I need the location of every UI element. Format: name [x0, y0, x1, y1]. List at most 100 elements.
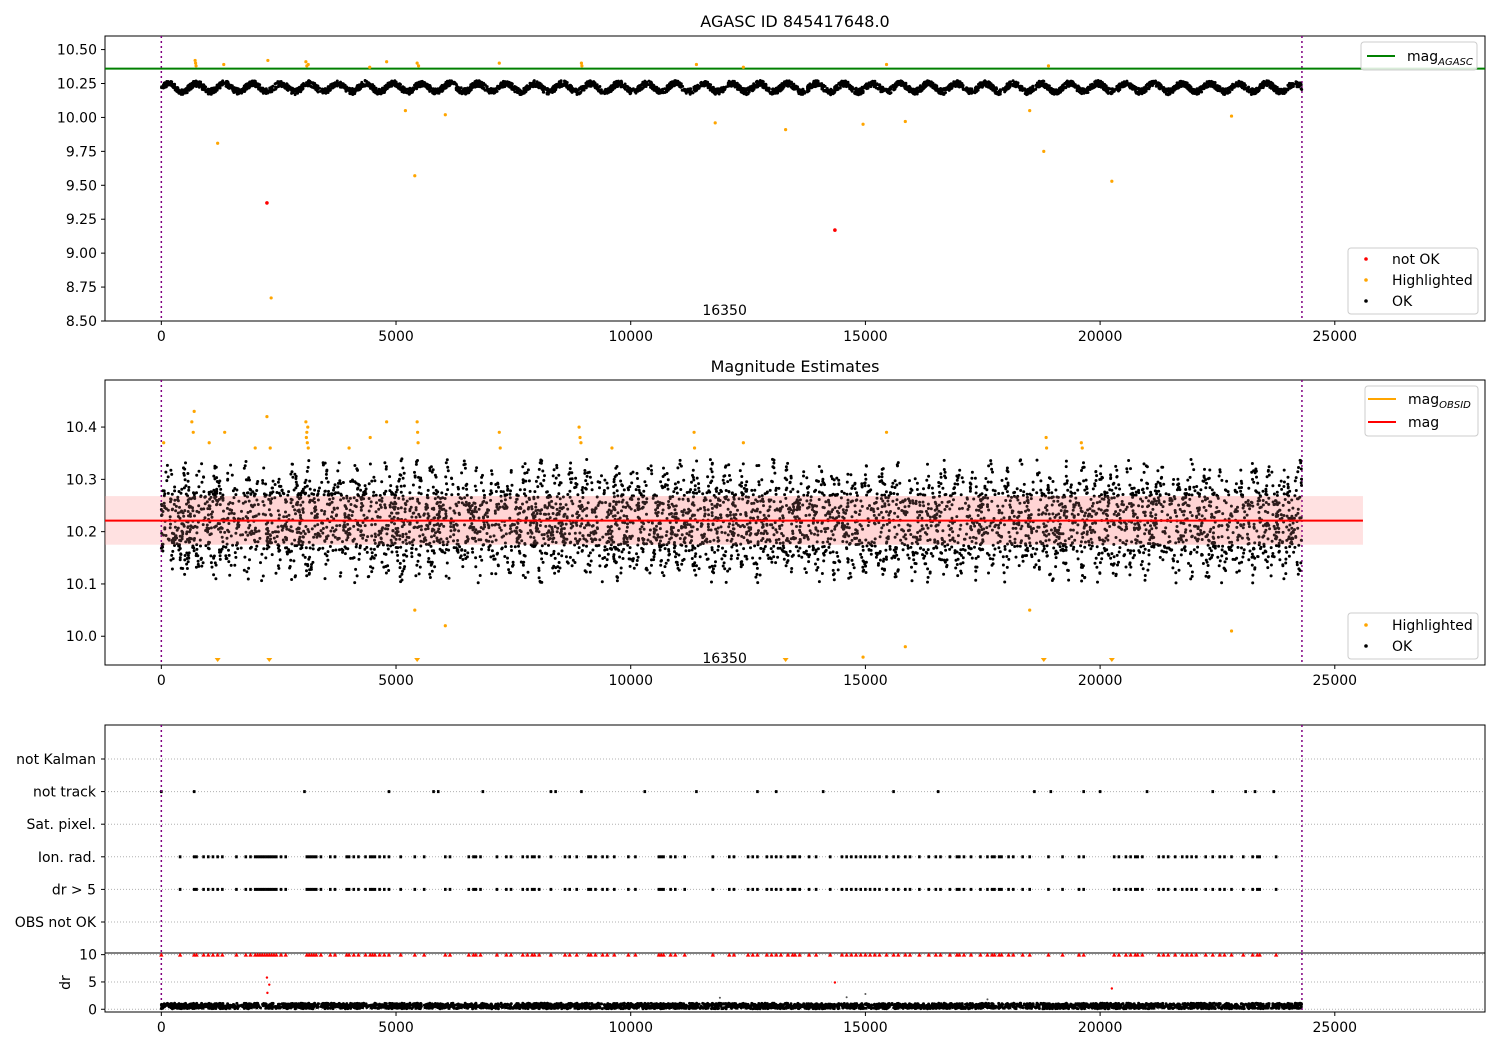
flag-marker — [1157, 887, 1161, 891]
highlighted-point — [713, 121, 717, 125]
flag-marker — [908, 887, 912, 891]
flag-marker — [1258, 887, 1261, 891]
dr-clipped-marker — [328, 952, 333, 957]
x-tick-label: 20000 — [1078, 1020, 1123, 1036]
flag-marker — [1211, 855, 1215, 859]
legend-dot-swatch — [1364, 278, 1368, 282]
flag-marker — [997, 887, 1001, 891]
dr-clipped-marker — [938, 952, 943, 957]
highlighted-point — [193, 58, 197, 63]
highlighted-point — [413, 608, 417, 612]
flag-marker — [605, 887, 609, 891]
flag-marker — [828, 855, 832, 859]
flag-marker — [1112, 855, 1116, 859]
flag-marker — [756, 790, 759, 794]
flag-marker — [235, 855, 238, 859]
flag-marker — [495, 887, 499, 891]
highlighted-point — [497, 430, 501, 434]
dr-clipped-marker — [755, 952, 760, 957]
flag-marker — [662, 855, 665, 859]
flag-marker — [526, 855, 529, 859]
flag-marker — [192, 887, 196, 891]
dr-clipped-marker — [201, 952, 206, 957]
flag-marker — [669, 887, 672, 891]
legend-dot-swatch — [1364, 623, 1368, 627]
flag-marker — [814, 887, 818, 891]
flag-marker — [821, 790, 825, 794]
flag-marker — [530, 855, 534, 859]
category-label: dr > 5 — [52, 882, 96, 898]
flag-marker — [791, 855, 794, 859]
flag-marker — [1190, 887, 1193, 891]
flag-marker — [986, 887, 989, 891]
flag-marker — [807, 855, 811, 859]
y-tick-label: 10 — [79, 948, 97, 964]
dr-clipped-marker — [727, 952, 732, 957]
y-tick-label: 9.00 — [66, 246, 97, 262]
dr-clipped-marker — [661, 952, 666, 957]
flag-marker — [674, 887, 677, 891]
flag-marker — [568, 887, 571, 891]
flag-marker — [279, 887, 283, 891]
dr-clipped-marker — [593, 952, 598, 957]
flag-marker — [509, 887, 513, 891]
dr-clipped-marker — [1189, 952, 1194, 957]
flag-marker — [575, 887, 579, 891]
flag-marker — [659, 855, 663, 859]
y-tick-label: 10.0 — [66, 629, 97, 645]
dr-clipped-marker — [1165, 952, 1171, 957]
category-label: not track — [33, 785, 97, 801]
flag-marker — [260, 855, 264, 859]
flag-marker — [993, 887, 996, 891]
plot-frame — [104, 35, 1486, 322]
dr-clipped-marker — [356, 952, 361, 957]
flag-marker — [549, 790, 553, 794]
flag-marker — [1082, 887, 1085, 891]
flag-marker — [474, 855, 478, 859]
legend-label: magOBSID — [1408, 392, 1471, 411]
dr-clipped-marker — [1060, 952, 1065, 957]
flag-marker — [364, 887, 367, 891]
flag-marker — [244, 887, 248, 891]
flag-marker — [526, 887, 529, 891]
dr-clipped-marker — [907, 952, 913, 957]
flag-marker — [746, 887, 750, 891]
y-tick-label: 10.4 — [66, 420, 97, 436]
flag-marker — [244, 855, 248, 859]
flag-marker — [533, 855, 536, 859]
flag-marker — [1166, 887, 1170, 891]
highlighted-point — [1028, 109, 1032, 113]
dr-clipped-marker — [853, 952, 859, 957]
x-tick-label: 10000 — [608, 329, 653, 345]
flag-marker — [727, 855, 731, 859]
dr-clipped-marker — [332, 952, 338, 957]
highlighted-offscale-marker — [414, 658, 421, 662]
flag-marker — [275, 887, 278, 891]
flag-marker — [683, 887, 686, 891]
flag-marker — [319, 855, 323, 859]
highlighted-point — [192, 409, 196, 413]
flag-marker — [936, 790, 940, 794]
dr-clipped-marker — [574, 952, 579, 957]
flag-marker — [307, 887, 311, 891]
flag-marker — [779, 855, 783, 859]
highlighted-point — [577, 425, 581, 429]
flag-marker — [472, 887, 475, 891]
dr-clipped-marker — [828, 952, 833, 957]
highlighted-point — [305, 441, 309, 445]
flag-marker — [413, 855, 417, 859]
flag-marker — [605, 855, 609, 859]
dr-outlier-point — [265, 976, 269, 979]
y-tick-label: 10.50 — [57, 43, 97, 59]
dr-outlier-point — [833, 981, 837, 984]
dr-clipped-marker — [194, 952, 199, 957]
flag-marker — [256, 887, 259, 891]
flag-marker — [1173, 855, 1177, 859]
highlighted-point — [610, 446, 614, 450]
flag-marker — [1124, 855, 1128, 859]
dr-clipped-marker — [1081, 952, 1086, 957]
flag-marker — [840, 887, 844, 891]
highlighted-point — [194, 64, 198, 68]
dr-clipped-marker — [877, 952, 882, 957]
dr-clipped-marker — [443, 952, 448, 957]
